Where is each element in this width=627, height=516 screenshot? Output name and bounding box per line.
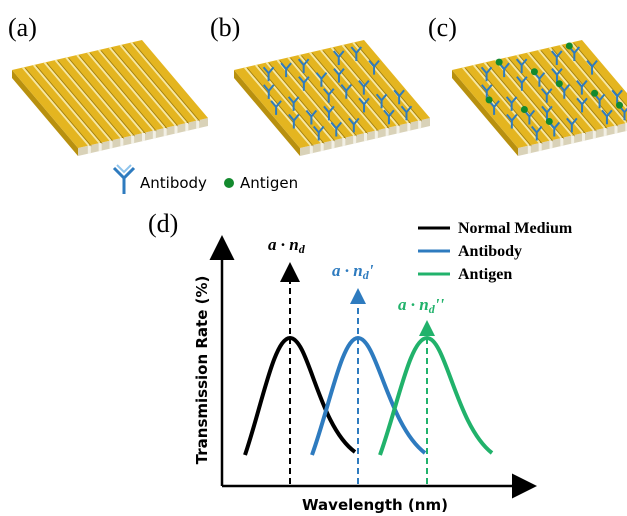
legend-label: Antibody — [458, 243, 522, 260]
antigen — [486, 96, 493, 103]
antigen-icon — [224, 178, 234, 188]
panel-label: (a) — [8, 13, 37, 42]
ridge-end — [571, 136, 574, 144]
curve — [380, 338, 492, 455]
ridge-end — [99, 143, 102, 151]
ridge-end — [604, 128, 607, 136]
ridge-end — [164, 128, 167, 136]
ridge-end — [131, 136, 134, 144]
ridge-end — [175, 126, 178, 134]
ridge-end — [593, 131, 596, 139]
curve — [245, 338, 355, 455]
antigen — [556, 80, 563, 87]
antibody-icon — [114, 165, 134, 194]
ridge-end — [615, 126, 618, 134]
ridge-end — [342, 138, 345, 146]
annotation: a · nd' — [332, 261, 374, 282]
ridge-end — [550, 141, 553, 149]
ridge-end — [332, 141, 335, 149]
ridge-end — [196, 121, 199, 129]
antigen — [566, 42, 573, 49]
annotation: a · nd — [268, 235, 306, 256]
ridge-end — [120, 138, 123, 146]
ridge-end — [110, 141, 113, 149]
ridge-end — [386, 128, 389, 136]
ridge-end — [364, 133, 367, 141]
annotation: a · nd'' — [398, 295, 444, 316]
curve — [312, 338, 425, 455]
y-axis-label: Transmission Rate (%) — [193, 276, 211, 465]
ridge-end — [353, 136, 356, 144]
panel-label: (d) — [148, 209, 178, 238]
ridge-end — [310, 146, 313, 154]
legend-label: Antibody — [140, 174, 207, 192]
ridge-end — [321, 143, 324, 151]
ridge-end — [528, 146, 531, 154]
ridge-end — [88, 146, 91, 154]
ridge-end — [375, 131, 378, 139]
ridge-end — [418, 121, 421, 129]
ridge-end — [397, 126, 400, 134]
ridge-end — [407, 123, 410, 131]
panel-label: (b) — [210, 13, 240, 42]
ridge-end — [539, 143, 542, 151]
antigen — [616, 102, 623, 109]
plates — [12, 40, 627, 156]
panel-label: (c) — [428, 13, 457, 42]
antigen — [521, 106, 528, 113]
ridge-end — [153, 131, 156, 139]
figure: (a) (b) (c) (d) Antibody Antigen Transmi… — [0, 0, 627, 516]
x-axis-label: Wavelength (nm) — [302, 496, 448, 514]
ridge-end — [582, 133, 585, 141]
legend-label: Normal Medium — [458, 220, 573, 237]
antigen — [496, 59, 503, 66]
antigen — [546, 118, 553, 125]
ridge-end — [185, 123, 188, 131]
chart-legend: Normal Medium Antibody Antigen — [418, 220, 573, 283]
legend-label: Antigen — [458, 266, 512, 283]
ridge-end — [142, 133, 145, 141]
ridge-end — [560, 138, 563, 146]
antigen — [531, 68, 538, 75]
antigen — [591, 90, 598, 97]
legend-label: Antigen — [240, 174, 298, 192]
